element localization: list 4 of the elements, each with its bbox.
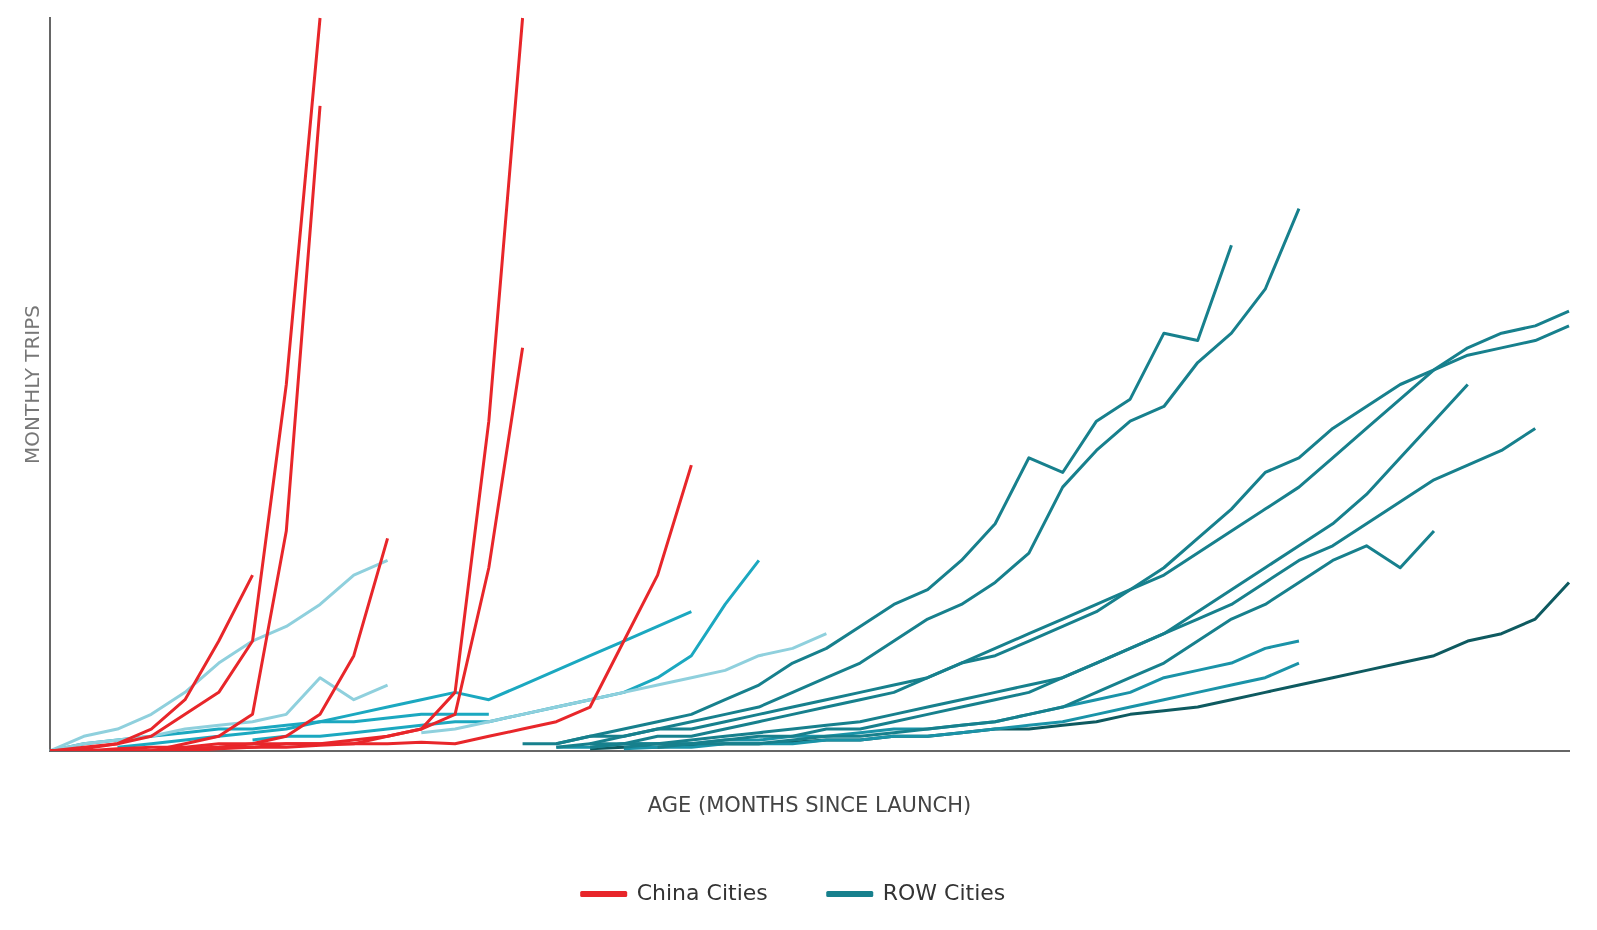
legend-label: ROW Cities — [882, 879, 1006, 905]
y-axis-title: MONTHLY TRIPS — [20, 304, 45, 465]
x-axis-title: AGE (MONTHS SINCE LAUNCH) — [647, 792, 972, 817]
legend-label: China Cities — [636, 879, 768, 905]
